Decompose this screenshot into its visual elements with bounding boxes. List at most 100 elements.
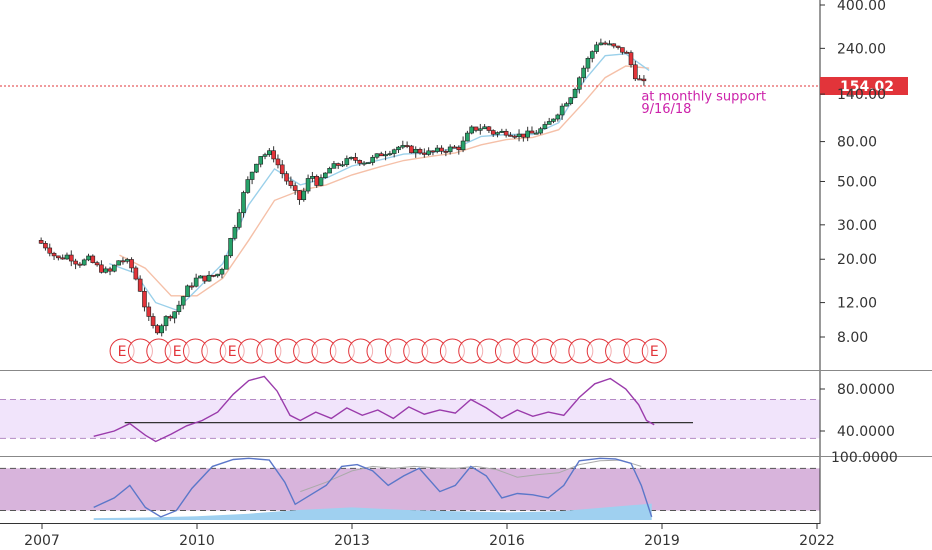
oscillator-2-tick-label: 100.0000	[831, 450, 898, 466]
ma-slow-line	[119, 65, 650, 297]
candle-up	[495, 132, 500, 135]
candle-up	[413, 148, 419, 154]
candle-up	[344, 158, 350, 166]
candle-up	[555, 114, 561, 120]
ma-fast-path	[108, 53, 650, 311]
candle-down	[99, 264, 104, 273]
candle-up	[594, 44, 599, 52]
oscillator-1-panel	[93, 375, 693, 443]
candle-up	[533, 132, 539, 135]
candle-down	[452, 146, 457, 149]
candle-down	[94, 262, 100, 266]
candle-up	[241, 192, 246, 214]
oscillator-1-tick-label: 40.0000	[837, 424, 895, 440]
earnings-marker-label: E	[173, 344, 182, 360]
candle-up	[124, 259, 130, 262]
candle-up	[176, 304, 182, 313]
candle-up	[370, 156, 375, 163]
candle-up	[499, 130, 505, 133]
candle-up	[391, 149, 397, 154]
candle-down	[189, 285, 195, 288]
candle-up	[180, 296, 186, 306]
candle-down	[628, 52, 634, 66]
candle-up	[447, 146, 453, 153]
price-tick-label: 30.00	[837, 218, 877, 234]
candle-down	[168, 316, 173, 319]
candle-down	[51, 252, 57, 257]
candle-up	[219, 268, 225, 275]
candle-up	[193, 277, 199, 287]
candle-up	[516, 133, 522, 138]
oscillator-2-panel	[93, 457, 653, 520]
candle-down	[512, 135, 518, 138]
candle-up	[361, 162, 367, 165]
price-axis[interactable]: 8.00 12.00 20.00 30.00 50.00 80.00 140.00 240.0…	[820, 0, 898, 466]
candle-up	[383, 154, 388, 157]
candle-up	[262, 154, 268, 157]
oscillator-2-histogram	[93, 503, 652, 520]
candle-up	[112, 264, 117, 272]
price-tick-label: 240.00	[837, 41, 886, 57]
candle-up	[64, 254, 70, 260]
candle-up	[116, 260, 121, 266]
candle-down	[637, 78, 642, 81]
candle-down	[60, 257, 65, 260]
candle-down	[404, 145, 410, 147]
price-tick-label: 80.00	[837, 135, 877, 151]
candle-down	[443, 150, 449, 153]
earnings-marker-label: E	[228, 344, 237, 360]
candle-up	[551, 118, 556, 122]
candle-up	[559, 105, 565, 116]
candle-down	[473, 126, 479, 131]
candle-up	[301, 190, 307, 201]
candle-up	[327, 168, 332, 174]
candle-down	[47, 247, 53, 254]
candle-up	[163, 316, 169, 327]
candle-up	[331, 163, 337, 169]
annotation-text: at monthly support	[641, 89, 766, 104]
candle-up	[305, 178, 311, 192]
candle-down	[56, 255, 61, 259]
candle-up	[538, 128, 543, 134]
candle-up	[400, 145, 406, 148]
candle-down	[611, 43, 617, 47]
time-axis[interactable]: 2007 2010 2013 2016 2019 2022	[24, 523, 835, 549]
candle-down	[335, 163, 341, 166]
candle-up	[206, 274, 212, 282]
candle-down	[633, 64, 638, 80]
candle-up	[374, 153, 380, 158]
candle-down	[146, 306, 152, 317]
candle-up	[598, 42, 604, 46]
candle-up	[172, 311, 177, 319]
candle-down	[284, 173, 289, 182]
candle-down	[378, 153, 384, 157]
annotation-text: 9/16/18	[641, 102, 691, 117]
candle-down	[439, 147, 444, 152]
candle-up	[223, 255, 229, 270]
candle-up	[232, 226, 238, 239]
candle-down	[490, 130, 496, 135]
price-tick-label: 20.00	[837, 252, 877, 268]
candle-down	[202, 275, 208, 282]
candle-down	[422, 152, 427, 155]
price-tick-label: 140.00	[837, 87, 886, 103]
candle-down	[90, 255, 96, 263]
candle-down	[271, 150, 276, 160]
candle-up	[434, 147, 440, 152]
candle-down	[120, 260, 126, 263]
candle-down	[503, 130, 509, 136]
candle-up	[159, 325, 164, 334]
candle-down	[521, 133, 526, 138]
candle-down	[142, 291, 147, 308]
candle-down	[297, 190, 302, 201]
candle-up	[185, 285, 190, 297]
time-tick-label: 2010	[179, 533, 215, 549]
candle-up	[228, 238, 233, 257]
candle-down	[137, 278, 143, 292]
time-tick-label: 2019	[644, 533, 680, 549]
candle-up	[568, 97, 574, 104]
candle-up	[581, 67, 586, 79]
